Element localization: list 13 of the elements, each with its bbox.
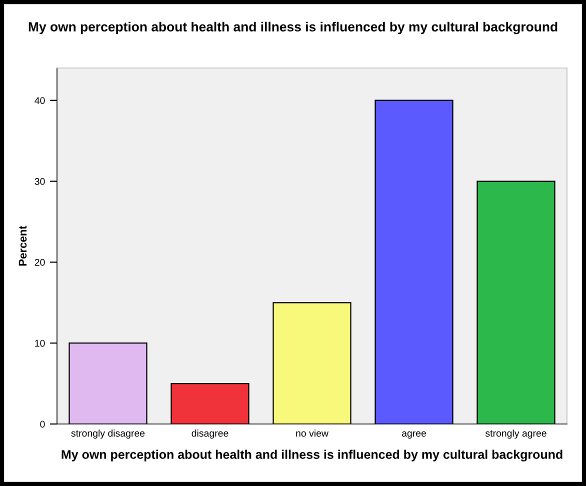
x-tick-label: no view — [296, 430, 329, 437]
y-axis-title: Percent — [18, 226, 27, 266]
x-tick-label: strongly disagree — [71, 430, 145, 439]
x-tick-label: strongly agree — [485, 430, 546, 439]
x-tick-label: disagree — [192, 430, 228, 439]
x-axis-title: My own perception about health and illness is influenced by my cultural background — [62, 450, 562, 462]
y-tick-label: 20 — [34, 258, 45, 266]
chart-title: My own perception about health and illness is influenced by my cultural background — [28, 22, 558, 34]
y-tick-label: 0 — [40, 420, 45, 428]
x-tick-label: agree — [402, 431, 426, 439]
y-tick-label: 10 — [35, 340, 45, 347]
y-tick-label: 30 — [34, 178, 45, 185]
y-tick-label: 40 — [34, 97, 45, 104]
